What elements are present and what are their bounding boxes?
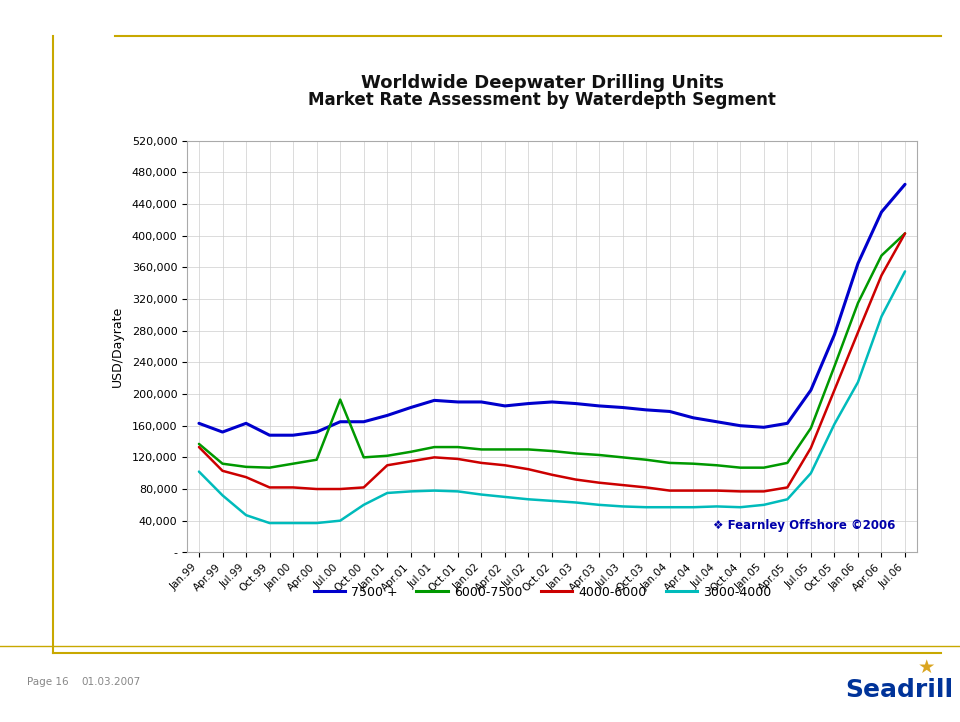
Text: ★: ★ (918, 658, 935, 677)
Text: Seadrill: Seadrill (845, 677, 953, 702)
Y-axis label: USD/Dayrate: USD/Dayrate (110, 306, 124, 387)
Legend: 7500 +, 6000-7500, 4000-6000, 3000-4000: 7500 +, 6000-7500, 4000-6000, 3000-4000 (308, 580, 777, 604)
Text: Page 16: Page 16 (27, 677, 68, 687)
Text: ❖ Fearnley Offshore ©2006: ❖ Fearnley Offshore ©2006 (712, 518, 895, 531)
Text: 01.03.2007: 01.03.2007 (82, 677, 141, 687)
Text: Market Rate Assessment by Waterdepth Segment: Market Rate Assessment by Waterdepth Seg… (308, 91, 777, 108)
Text: Worldwide Deepwater Drilling Units: Worldwide Deepwater Drilling Units (361, 74, 724, 92)
